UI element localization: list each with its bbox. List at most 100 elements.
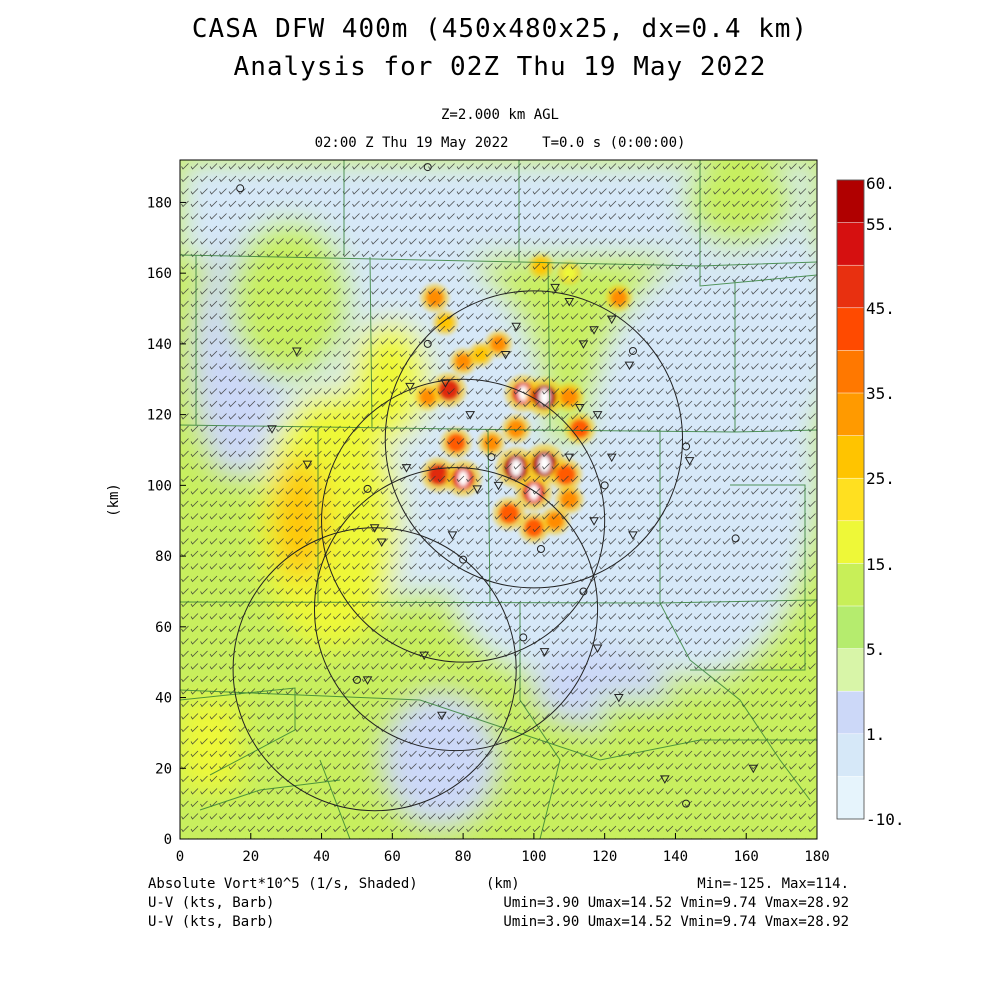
county-boundaries xyxy=(180,160,817,839)
x-tick-label: 180 xyxy=(804,849,829,865)
colorbar-swatch xyxy=(836,733,865,778)
site-triangle-marker xyxy=(437,711,447,721)
colorbar-swatch xyxy=(836,435,865,479)
site-triangle-marker xyxy=(405,382,415,392)
time-label: 02:00 Z Thu 19 May 2022 T=0.0 s (0:00:00… xyxy=(314,135,686,151)
site-triangle-marker xyxy=(511,322,522,332)
site-circle-marker xyxy=(600,481,609,490)
x-tick-label: 60 xyxy=(384,849,401,865)
site-triangle-marker xyxy=(564,453,575,463)
x-tick-label: 100 xyxy=(521,849,546,865)
y-tick-label: 20 xyxy=(155,761,172,777)
site-triangle-marker xyxy=(447,531,458,540)
site-triangle-marker xyxy=(465,411,476,420)
colorbar-swatch xyxy=(836,392,865,437)
site-circle-marker xyxy=(519,633,528,642)
site-circle-marker xyxy=(682,442,691,451)
colorbar-swatch xyxy=(836,520,865,565)
colorbar-label: 45. xyxy=(866,299,895,318)
colorbar-label: 15. xyxy=(866,555,895,574)
site-circle-marker xyxy=(682,799,691,808)
colorbar-label: 55. xyxy=(866,215,895,234)
site-triangle-marker xyxy=(564,297,575,307)
site-triangle-marker xyxy=(606,453,617,463)
colorbar-swatch xyxy=(836,307,865,352)
site-triangle-marker xyxy=(440,379,451,388)
site-triangle-marker xyxy=(291,347,302,356)
y-axis: 0 20 40 60 80 100 120 140 160 180 xyxy=(147,195,186,848)
site-circle-marker xyxy=(423,339,432,348)
site-triangle-marker xyxy=(589,326,599,335)
site-triangle-marker xyxy=(419,651,430,661)
colorbar-label: 25. xyxy=(866,469,895,488)
y-tick-label: 40 xyxy=(155,691,172,707)
site-triangle-marker xyxy=(748,764,759,774)
site-circle-marker xyxy=(731,534,740,543)
uv-stats-2: Umin=3.90 Umax=14.52 Vmin=9.74 Vmax=28.9… xyxy=(503,914,849,930)
y-tick-label: 0 xyxy=(164,832,172,848)
colorbar-swatch xyxy=(836,477,865,522)
site-circle-marker xyxy=(352,675,361,684)
x-tick-label: 120 xyxy=(592,849,617,865)
y-tick-label: 60 xyxy=(155,620,172,636)
x-tick-label: 0 xyxy=(176,849,184,865)
chart-title: CASA DFW 400m (450x480x25, dx=0.4 km) xyxy=(191,14,809,44)
colorbar-label: 1. xyxy=(866,725,885,744)
site-triangle-marker xyxy=(624,361,635,371)
uv-stats-1: Umin=3.90 Umax=14.52 Vmin=9.74 Vmax=28.9… xyxy=(503,895,849,911)
range-ring xyxy=(313,467,599,752)
site-circle-marker xyxy=(423,163,432,172)
site-circle-marker xyxy=(363,484,372,493)
site-triangle-marker xyxy=(578,340,589,349)
site-triangle-marker xyxy=(684,457,695,466)
site-circle-marker xyxy=(459,555,468,564)
site-triangle-marker xyxy=(550,283,560,293)
site-triangle-marker xyxy=(575,404,585,413)
site-circle-marker xyxy=(628,346,637,355)
colorbar: 60. 55. 45. 35. 25. 15. 5. 1. -10. xyxy=(836,174,905,829)
radar-range-rings xyxy=(232,290,684,812)
site-triangle-marker xyxy=(493,481,504,491)
x-axis: 0 20 40 60 80 100 120 140 160 180 xyxy=(176,833,830,865)
colorbar-swatch xyxy=(836,264,865,309)
y-tick-label: 80 xyxy=(155,549,172,565)
site-triangle-marker xyxy=(369,524,380,533)
colorbar-swatch xyxy=(836,563,865,607)
x-tick-label: 20 xyxy=(242,849,259,865)
min-max-label: Min=-125. Max=114. xyxy=(697,876,849,892)
range-ring xyxy=(384,290,684,589)
colorbar-label: -10. xyxy=(866,810,905,829)
site-triangle-marker xyxy=(267,425,277,434)
site-triangle-marker xyxy=(613,694,624,703)
colorbar-label: 5. xyxy=(866,640,885,659)
x-tick-label: 140 xyxy=(663,849,688,865)
colorbar-frame xyxy=(836,179,865,820)
site-circle-marker xyxy=(579,587,588,596)
colorbar-swatch xyxy=(836,179,865,224)
colorbar-swatch xyxy=(836,350,865,394)
level-label: Z=2.000 km AGL xyxy=(440,107,559,123)
field-label: Absolute Vort*10^5 (1/s, Shaded) xyxy=(148,876,418,892)
site-triangle-marker xyxy=(401,464,412,473)
x-tick-label: 160 xyxy=(734,849,759,865)
y-tick-label: 180 xyxy=(147,195,172,211)
site-triangle-marker xyxy=(592,411,603,420)
site-triangle-marker xyxy=(500,351,511,360)
range-ring xyxy=(232,527,517,812)
site-triangle-marker xyxy=(606,315,617,325)
site-triangle-marker xyxy=(302,460,313,470)
site-triangle-marker xyxy=(659,775,670,784)
site-triangle-marker xyxy=(589,517,599,526)
colorbar-label: 60. xyxy=(866,174,895,193)
colorbar-swatch xyxy=(836,605,865,650)
chart-subtitle: Analysis for 02Z Thu 19 May 2022 xyxy=(233,52,767,82)
site-triangle-marker xyxy=(539,648,550,657)
range-ring xyxy=(321,378,606,663)
x-tick-label: 80 xyxy=(455,849,472,865)
y-tick-label: 160 xyxy=(147,266,172,282)
colorbar-swatch xyxy=(836,648,865,692)
barb-label-1: U-V (kts, Barb) xyxy=(148,895,275,911)
y-axis-label: (km) xyxy=(106,483,122,517)
x-tick-label: 40 xyxy=(313,849,330,865)
